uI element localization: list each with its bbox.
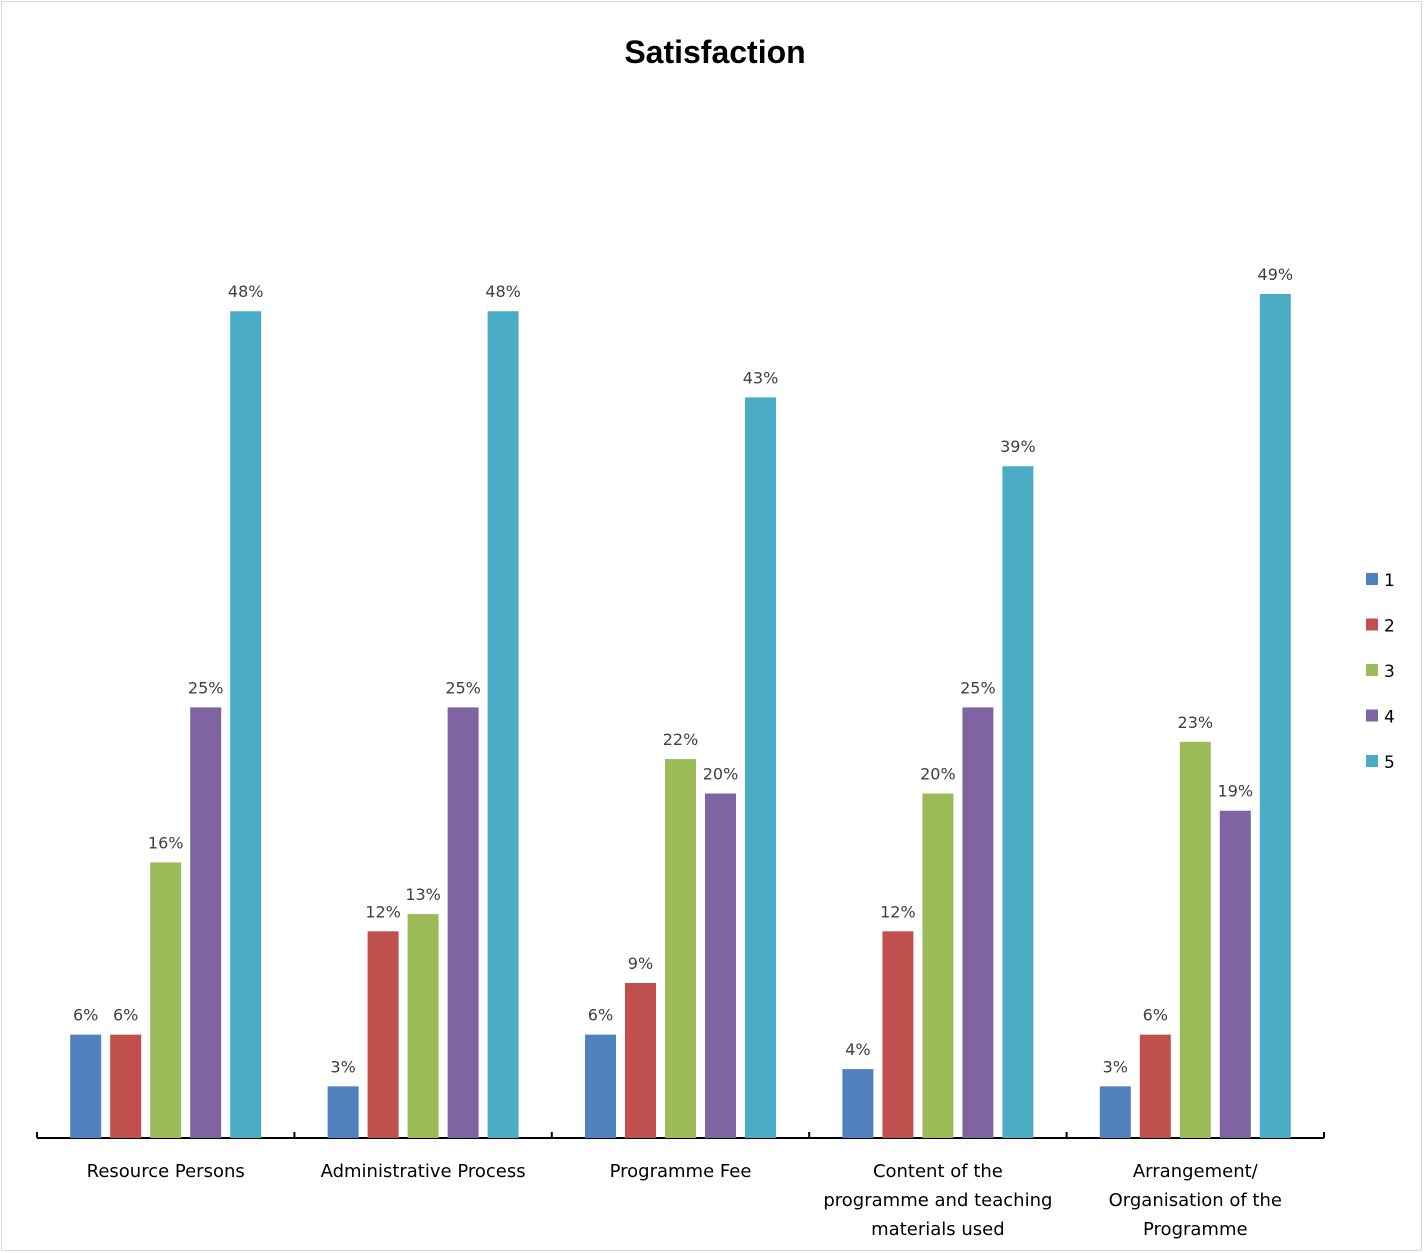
- data-label: 19%: [1218, 782, 1254, 801]
- data-label: 25%: [960, 678, 996, 697]
- data-label: 22%: [663, 730, 699, 749]
- bar-series-5: [230, 311, 262, 1138]
- x-tick-label: Programme Fee: [610, 1161, 752, 1182]
- data-label: 13%: [405, 885, 441, 904]
- bar-series-4: [1219, 810, 1251, 1138]
- bar-series-1: [842, 1069, 874, 1138]
- data-label: 6%: [113, 1006, 138, 1025]
- bar-series-2: [625, 982, 656, 1138]
- data-label: 4%: [845, 1040, 870, 1059]
- data-label: 39%: [1000, 437, 1036, 456]
- bar-series-1: [327, 1086, 359, 1138]
- data-label: 16%: [148, 833, 184, 852]
- bar-series-4: [447, 707, 479, 1138]
- bar-series-2: [1139, 1034, 1171, 1138]
- legend-swatch: [1366, 709, 1378, 722]
- data-label: 48%: [485, 282, 521, 301]
- bar-series-5: [487, 311, 519, 1138]
- data-label: 25%: [188, 678, 224, 697]
- data-label: 6%: [73, 1006, 98, 1025]
- data-label: 6%: [1143, 1006, 1168, 1025]
- x-tick-label: Programme: [1143, 1219, 1248, 1240]
- chart-title: Satisfaction: [624, 34, 806, 70]
- bar-series-2: [882, 931, 914, 1138]
- x-tick-label: Content of the: [873, 1161, 1003, 1182]
- bar-series-3: [922, 793, 954, 1138]
- legend-label: 2: [1384, 617, 1395, 637]
- data-label: 43%: [743, 368, 779, 387]
- data-label: 6%: [588, 1006, 613, 1025]
- bar-series-3: [665, 759, 696, 1138]
- bar-series-2: [110, 1034, 142, 1138]
- data-label: 12%: [365, 902, 401, 921]
- bar-series-2: [367, 931, 399, 1138]
- data-label: 25%: [445, 678, 481, 697]
- data-label: 3%: [330, 1057, 355, 1076]
- bar-series-5: [1002, 466, 1034, 1139]
- legend-swatch: [1366, 618, 1378, 631]
- bar-series-4: [962, 707, 994, 1138]
- legend-swatch: [1366, 664, 1378, 676]
- data-label: 3%: [1103, 1057, 1128, 1076]
- bar-series-3: [1179, 741, 1211, 1138]
- bar-series-4: [705, 793, 736, 1138]
- legend-label: 4: [1384, 708, 1395, 728]
- x-tick-label: materials used: [871, 1219, 1005, 1240]
- data-label: 49%: [1258, 265, 1294, 284]
- data-label: 9%: [628, 954, 653, 973]
- bar-series-1: [70, 1034, 102, 1138]
- legend-swatch: [1366, 755, 1378, 767]
- bar-series-4: [190, 707, 222, 1138]
- legend-swatch: [1366, 573, 1378, 585]
- bar-series-3: [150, 862, 182, 1138]
- x-tick-label: Organisation of the: [1109, 1190, 1282, 1211]
- legend-label: 1: [1384, 571, 1395, 591]
- data-label: 20%: [703, 765, 739, 784]
- data-label: 20%: [920, 765, 956, 784]
- bar-series-3: [407, 914, 439, 1138]
- x-tick-label: programme and teaching: [823, 1190, 1052, 1211]
- bar-series-5: [1259, 294, 1291, 1138]
- legend-label: 5: [1384, 753, 1395, 773]
- legend-label: 3: [1384, 662, 1395, 682]
- bar-series-1: [585, 1034, 616, 1138]
- x-tick-label: Arrangement/: [1133, 1161, 1259, 1182]
- x-tick-label: Resource Persons: [87, 1161, 245, 1182]
- bar-series-1: [1099, 1086, 1131, 1138]
- data-label: 48%: [228, 282, 264, 301]
- data-label: 12%: [880, 902, 916, 921]
- bar-series-5: [745, 397, 776, 1138]
- data-label: 23%: [1178, 713, 1214, 732]
- x-tick-label: Administrative Process: [321, 1161, 526, 1182]
